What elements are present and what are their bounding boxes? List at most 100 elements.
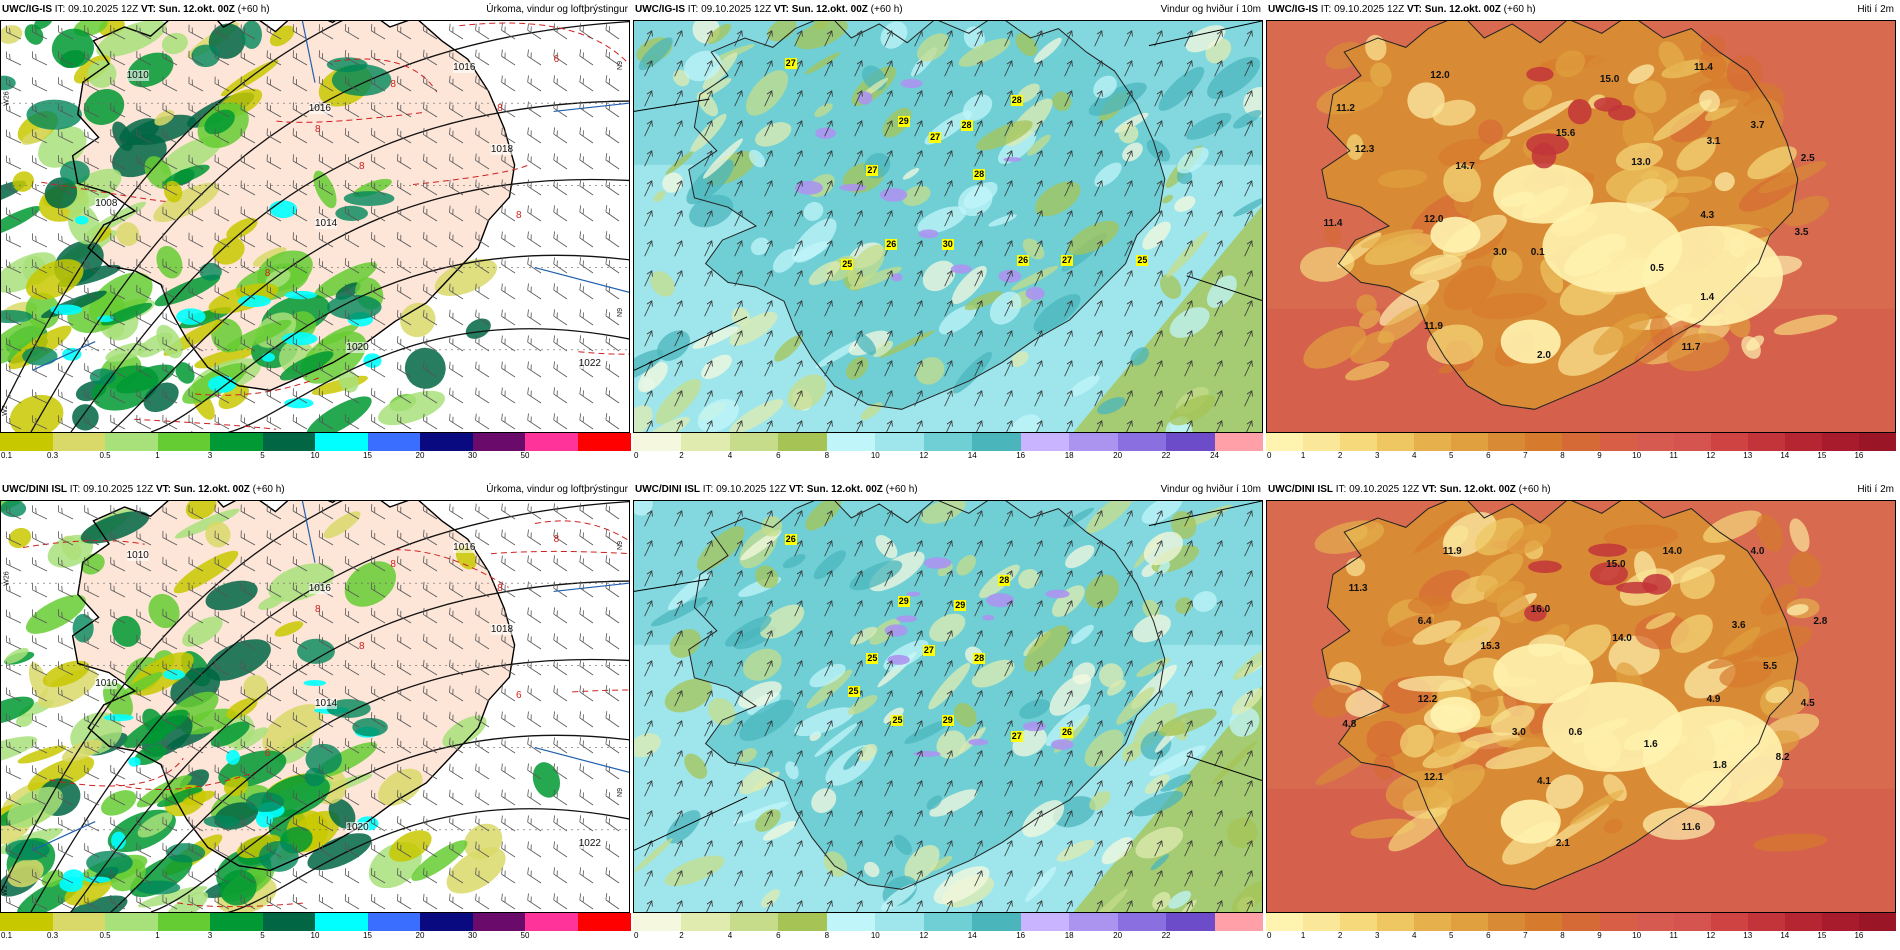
colorbar-tick-label: 0 [634,931,639,940]
panel-header: UWC/IG-IS IT: 09.10.2025 12Z VT: Sun. 12… [633,0,1263,20]
colorbar-swatch [826,913,876,931]
colorbar-ticks: 0.1 0.3 0.5 1 3 5 10 15 20 30 50 [0,451,630,463]
temperature-value-label: 2.5 [1800,152,1815,164]
colorbar-swatch [472,433,526,451]
colorbar-swatch [1451,433,1489,451]
wind-map: 27 29 27 28 28 27 28 25 26 30 26 27 25 [633,20,1263,433]
colorbar-tick-label: 20 [1113,451,1123,460]
colorbar-swatch [1599,433,1638,451]
colorbar-swatch [1488,913,1526,931]
gust-max-label: 25 [841,259,854,271]
colorbar [0,913,631,931]
temperature-contour-label: 6 [553,53,560,65]
grid-edge-label: N9 [616,541,624,551]
panel-ig-is-temp: UWC/IG-IS IT: 09.10.2025 12Z VT: Sun. 12… [1266,0,1897,463]
it-value: IT: 09.10.2025 12Z [700,484,789,495]
panel-header: UWC/IG-IS IT: 09.10.2025 12Z VT: Sun. 12… [0,0,630,20]
temperature-value-label: 1.6 [1643,739,1658,751]
it-value: IT: 09.10.2025 12Z [1333,484,1422,495]
colorbar-tick-label: 0.5 [99,451,111,460]
temperature-value-label: 4.3 [1700,210,1715,222]
colorbar-tick-label: 6 [776,451,781,460]
gust-max-label: 30 [941,238,954,250]
isobar-label: 1014 [315,698,338,710]
grid-edge-label: N9 [616,307,624,317]
colorbar-tick-label: 50 [520,451,530,460]
colorbar-tick-label: 7 [1523,451,1528,460]
it-value: IT: 09.10.2025 12Z [67,484,156,495]
colorbar-swatch [1673,433,1712,451]
temperature-value-label: 2.0 [1537,349,1551,361]
gust-max-label: 26 [1061,727,1074,739]
temperature-value-label: 8.2 [1775,751,1790,763]
colorbar-tick-label: 10 [310,931,320,940]
colorbar-tick-label: 30 [468,931,477,940]
temperature-value-label: 4.8 [1342,718,1357,730]
gust-max-label: 28 [998,574,1011,586]
isobar-label: 1016 [308,103,331,115]
colorbar-swatch [0,433,53,451]
temperature-value-label: 5.5 [1763,661,1778,673]
temperature-contour-label: 8 [358,640,365,652]
gust-max-label: 25 [847,685,860,697]
temperature-value-label: 4.0 [1750,546,1765,558]
lead-time: (+60 h) [1500,4,1536,15]
colorbar-ticks: 0 2 4 6 8 10 12 14 16 18 20 22 24 [633,451,1263,463]
panel-ig-is-precip: UWC/IG-IS IT: 09.10.2025 12Z VT: Sun. 12… [0,0,631,463]
colorbar-ticks: 0 1 2 3 4 5 6 7 8 9 10 11 12 13 14 15 16 [1266,451,1896,463]
temperature-value-label: 14.0 [1662,546,1683,558]
lead-time: (+60 h) [882,484,918,495]
map-canvas [1,501,629,912]
colorbar-swatch [262,433,316,451]
temperature-value-label: 3.0 [1511,727,1526,739]
colorbar-swatch [52,433,106,451]
colorbar-swatch [1525,433,1563,451]
map-canvas [1267,21,1895,432]
colorbar-tick-label: 9 [1597,931,1602,940]
colorbar-tick-label: 1 [1300,931,1306,940]
colorbar-tick-label: 10 [870,931,880,940]
colorbar-tick-label: 15 [1817,451,1827,460]
temperature-contour-label: 8 [515,210,522,222]
colorbar-swatch [633,913,682,931]
gust-max-label: 27 [866,164,879,176]
colorbar-tick-label: 9 [1597,451,1602,460]
colorbar-swatch [1858,433,1897,451]
temperature-contour-label: 8 [358,160,365,172]
panel-title: Vindur og hviður í 10m [1160,4,1261,15]
temp-map: 11.9 11.3 15.0 14.0 4.0 6.4 16.0 15.3 14.0 3.6 2.8… [1266,500,1896,913]
colorbar-tick-label: 4 [727,451,733,460]
colorbar-tick-label: 16 [1854,931,1864,940]
colorbar-tick-label: 8 [1560,931,1565,940]
colorbar-swatch [826,433,876,451]
colorbar-tick-label: 5 [260,451,265,460]
temperature-value-label: 12.1 [1424,772,1444,784]
colorbar-tick-label: 6 [776,931,781,940]
colorbar-swatch [1340,913,1378,931]
temperature-value-label: 6.4 [1417,616,1432,628]
temperature-value-label: 0.1 [1530,247,1545,259]
colorbar-tick-label: 4 [1412,931,1417,940]
colorbar-swatch [1488,433,1526,451]
temperature-contour-label: 8 [553,533,560,545]
temperature-value-label: 11.4 [1323,218,1343,230]
colorbar-tick-label: 2 [679,451,684,460]
colorbar-swatch [210,433,263,451]
colorbar-tick-label: 1 [155,451,160,460]
colorbar-tick-label: 0 [1267,931,1272,940]
panel-run-info: UWC/DINI ISL IT: 09.10.2025 12Z VT: Sun.… [2,480,285,500]
temperature-value-label: 11.9 [1442,546,1462,558]
temperature-value-label: 11.4 [1694,62,1713,74]
temperature-value-label: 15.6 [1555,127,1576,139]
colorbar-tick-label: 6 [1486,931,1491,940]
vt-value: VT: Sun. 12.okt. 00Z [1421,484,1516,495]
panel-header: UWC/DINI ISL IT: 09.10.2025 12Z VT: Sun.… [633,480,1263,500]
colorbar-swatch [1069,433,1119,451]
colorbar-tick-label: 11 [1669,931,1678,940]
colorbar-swatch [1303,433,1341,451]
isobar-label: 1014 [315,218,338,230]
map-canvas [634,21,1262,432]
colorbar [1266,433,1897,451]
isobar-label: 1010 [95,677,118,689]
colorbar-swatch [210,913,263,931]
